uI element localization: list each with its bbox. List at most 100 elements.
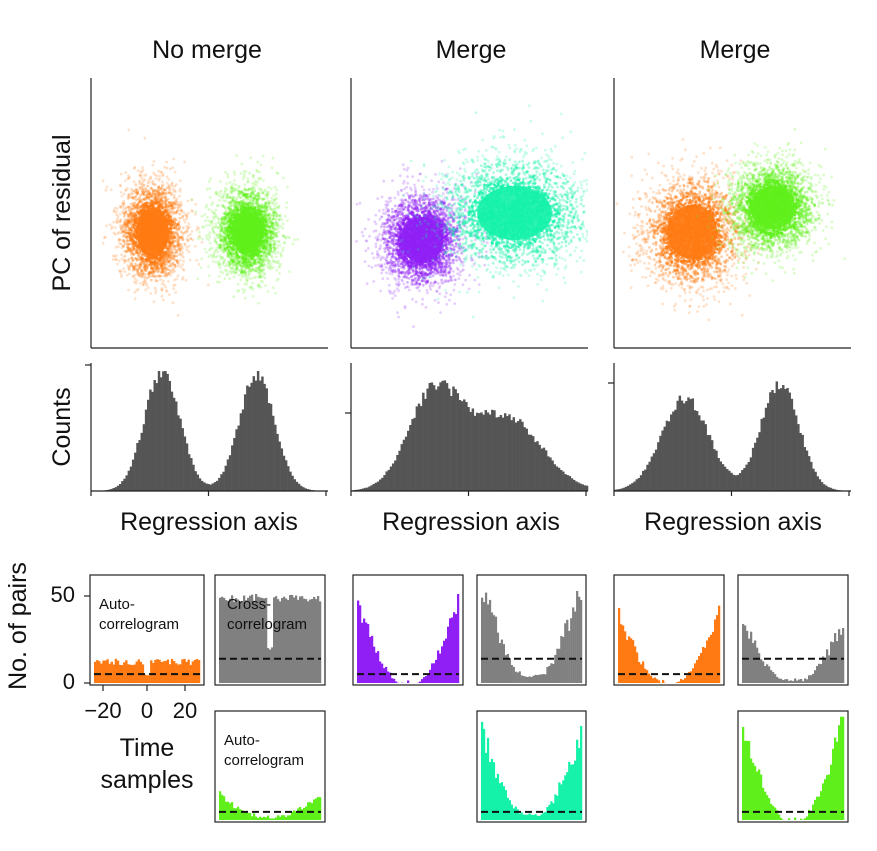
correlogram-bar [162,661,165,683]
histogram-bar [676,400,679,491]
histogram-bar [166,373,169,491]
correlogram-bar [143,674,147,683]
histogram-bar [454,389,457,491]
histogram-bar [172,397,176,491]
correlogram-bar [788,680,791,683]
histogram-bar [209,484,212,491]
histogram-bar [754,442,757,491]
histogram-bar [775,381,779,491]
correlogram-bar [297,808,300,820]
correlogram-bar [481,597,484,683]
histogram-bar [706,435,710,491]
correlogram-bar [319,601,322,683]
correlogram-bar [249,595,252,683]
correlogram-bar [229,598,232,683]
correlogram-bar [780,817,783,820]
correlogram-bar [774,807,777,820]
correlogram-bar [283,596,286,683]
scatter-cluster-teal [400,104,588,319]
correlogram-bar [678,681,681,683]
correlogram-bar [624,631,627,683]
histogram-bar [820,482,824,491]
correlogram-bar [538,674,541,683]
correlogram-bar [638,662,641,683]
scatter-panel-1 [90,78,328,349]
correlogram-bar [560,784,563,820]
correlogram-bar [684,678,687,683]
histogram-bar [624,486,628,491]
histogram-bar [224,465,228,491]
histogram-bar [717,458,720,491]
correlogram-bar [387,671,390,683]
histogram-bar [155,383,159,491]
correlogram-bar [822,656,825,683]
correlogram-c1-cross: Cross-correlogram [214,574,326,686]
correlogram-bar [812,673,815,683]
histogram-bar [123,478,126,491]
correlogram-bar [780,678,783,683]
histogram-bar [503,413,507,491]
scatter-core-orange [667,204,718,259]
histogram-bar [685,401,688,491]
correlogram-bar [778,678,781,683]
correlogram-bar [267,815,270,820]
correlogram-bar [287,600,290,683]
correlogram-bar [536,815,539,820]
correlogram-bar [243,811,246,820]
histogram-bar [424,398,427,491]
histogram-bar [398,450,401,491]
correlogram-frame [737,574,849,686]
correlogram-bar [484,592,488,683]
histogram-bar [177,415,180,491]
histogram-bar [713,449,716,491]
histogram-bar [559,470,563,491]
correlogram-frame [613,574,725,686]
histogram-bar [422,392,425,491]
correlogram-bar [193,659,197,683]
correlogram-bar [365,622,368,683]
histogram-bar [359,489,363,491]
histogram-bar [198,478,202,491]
correlogram-bar [750,631,753,683]
correlogram-bar [760,774,763,820]
histogram-bar [695,411,699,491]
histogram-bar [194,471,197,491]
histogram-bar [458,399,462,491]
correlogram-bar [293,810,296,820]
histogram-bar [779,388,783,491]
correlogram-bar [554,654,557,683]
histogram-bar [460,401,464,491]
correlogram-bar [227,801,230,820]
correlogram-bar [832,748,835,820]
histogram-bar [700,420,703,491]
correlogram-bar [496,773,500,820]
histogram-bar [646,464,649,491]
correlogram-bar [279,601,282,683]
correlogram-bar [818,663,821,683]
histogram-bar [614,489,617,491]
correlogram-bar [498,643,502,683]
histogram-bar [557,467,561,491]
correlogram-bar [309,599,312,683]
histogram-bar [829,487,832,491]
histogram-bar [452,386,455,491]
correlogram-bar [682,679,685,683]
correlogram-bar [291,811,294,820]
scatter-cluster-green [695,127,846,282]
correlogram-bar [758,769,761,820]
correlogram-c1-auto-green: Auto-correlogram [214,710,326,823]
histogram-bar [659,435,662,491]
histogram-bar [136,443,139,491]
histogram-bar [633,481,636,491]
histogram-bar [110,488,113,491]
correlogram-bar [568,761,571,820]
correlogram-bar [269,818,272,820]
correlogram-bar [317,596,320,683]
correlogram-bar [261,597,264,683]
correlogram-bar [620,624,623,683]
histogram-bar [652,453,656,491]
correlogram-bar [570,618,573,683]
correlogram-bar [369,636,372,683]
correlogram-bar [534,674,537,683]
histogram-bar [203,482,206,491]
